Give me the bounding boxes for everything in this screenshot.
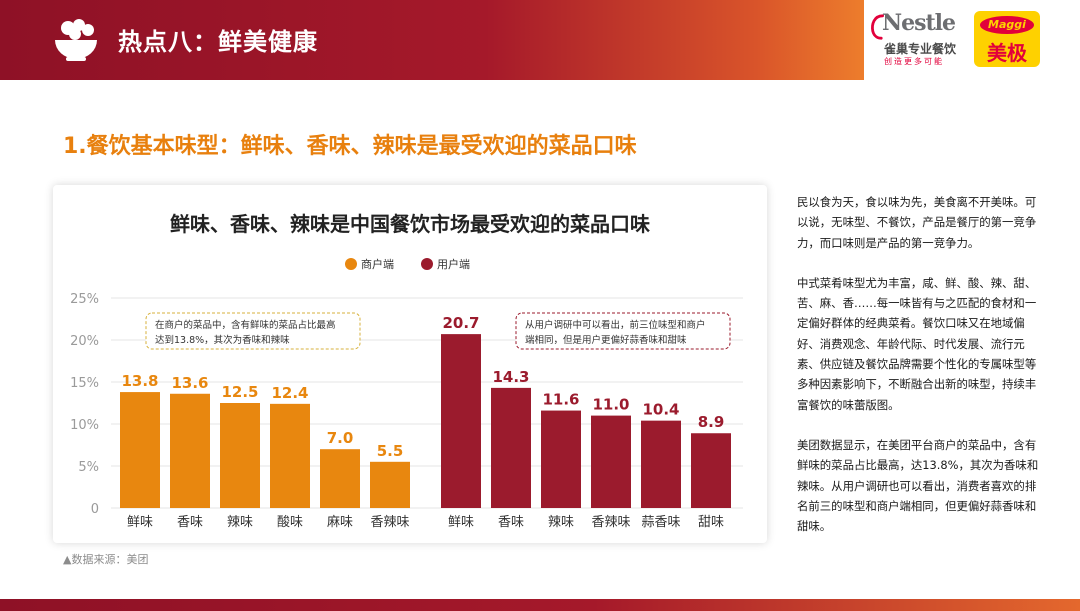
data-source: ▲数据来源：美团 — [63, 553, 149, 566]
maggi-wordmark: Maggi — [980, 16, 1034, 34]
annotation-line: 端相同，但是用户更偏好蒜香味和甜味 — [525, 334, 687, 346]
bar-value-label: 7.0 — [327, 429, 354, 447]
page-title: 热点八：鲜美健康 — [118, 28, 318, 56]
bar-value-label: 14.3 — [492, 368, 529, 386]
annotation-line: 在商户的菜品中，含有鲜味的菜品占比最高 — [155, 319, 336, 331]
chart-legend: 商户端 用户端 — [345, 257, 470, 271]
legend-marker — [421, 258, 433, 270]
bar — [641, 420, 681, 508]
y-tick-label: 15% — [70, 376, 99, 391]
bar — [220, 403, 260, 508]
bar — [320, 449, 360, 508]
bar-value-label: 10.4 — [642, 401, 679, 419]
bar-value-label: 13.8 — [121, 372, 158, 390]
nestle-wordmark: Nestle — [882, 10, 956, 36]
x-tick-label: 蒜香味 — [641, 515, 680, 530]
x-tick-label: 香辣味 — [370, 515, 409, 530]
annotation-box — [145, 312, 361, 350]
x-tick-label: 香味 — [498, 515, 524, 530]
legend-label: 用户端 — [437, 257, 470, 271]
body-paragraph-3: 美团数据显示，在美团平台商户的菜品中，含有鲜味的菜品占比最高，达13.8%，其次… — [797, 437, 1039, 534]
bar-chart: 鲜味、香味、辣味是中国餐饮市场最受欢迎的菜品口味 商户端 用户端 0 5% 10% 15… — [70, 212, 743, 530]
x-tick-label: 鲜味 — [127, 515, 153, 530]
bar-value-label: 11.0 — [592, 396, 629, 414]
body-paragraph-2: 中式菜肴味型尤为丰富，咸、鲜、酸、辣、甜、苦、麻、香……每一味皆有与之匹配的食材… — [797, 275, 1037, 412]
bar — [170, 393, 210, 508]
x-tick-label: 酸味 — [277, 515, 303, 530]
bar — [120, 392, 160, 508]
x-tick-label: 鲜味 — [448, 515, 474, 530]
x-tick-label: 香辣味 — [591, 515, 630, 530]
x-tick-label: 甜味 — [698, 514, 724, 530]
body-paragraph-1: 民以食为天，食以味为先，美食离不开美味。可以说，无味型、不餐饮，产品是餐厅的第一… — [797, 195, 1037, 250]
bar — [441, 334, 481, 508]
legend-marker — [345, 258, 357, 270]
bar-value-label: 13.6 — [171, 374, 208, 392]
bar — [691, 433, 731, 508]
bar — [370, 461, 410, 508]
annotation-box — [515, 312, 731, 350]
nestle-swoosh-icon — [871, 14, 884, 40]
food-bowl-icon — [55, 19, 97, 61]
x-tick-label: 辣味 — [227, 515, 253, 530]
maggi-logo: Maggi 美极 — [974, 11, 1040, 67]
bar — [270, 403, 310, 508]
footer-bar — [0, 599, 1080, 611]
y-tick-label: 25% — [70, 292, 99, 307]
y-tick-label: 5% — [78, 460, 99, 475]
bar — [491, 387, 531, 508]
maggi-cn-name: 美极 — [987, 41, 1027, 65]
bar-value-label: 12.5 — [221, 383, 258, 401]
legend-label: 商户端 — [361, 257, 394, 271]
bar — [591, 415, 631, 508]
section-title: 1.餐饮基本味型：鲜味、香味、辣味是最受欢迎的菜品口味 — [63, 134, 637, 159]
body-text: 民以食为天，食以味为先，美食离不开美味。可以说，无味型、不餐饮，产品是餐厅的第一… — [797, 192, 1042, 556]
annotation-line: 达到13.8%，其次为香味和辣味 — [155, 334, 290, 346]
bar-value-label: 5.5 — [377, 442, 404, 460]
x-tick-label: 辣味 — [548, 515, 574, 530]
y-tick-label: 0 — [91, 502, 99, 517]
bar-value-label: 20.7 — [442, 314, 479, 332]
chart-title: 鲜味、香味、辣味是中国餐饮市场最受欢迎的菜品口味 — [170, 212, 650, 236]
chart-card: 鲜味、香味、辣味是中国餐饮市场最受欢迎的菜品口味 商户端 用户端 0 5% 10% 15… — [53, 185, 767, 543]
bar — [541, 410, 581, 508]
x-tick-label: 香味 — [177, 515, 203, 530]
nestle-cn-name: 雀巢专业餐饮 — [884, 42, 957, 56]
header-banner: 热点八：鲜美健康 Nestle 雀巢专业餐饮 创造更多可能 Maggi 美极 — [0, 0, 1080, 80]
chart-bars: 13.8 鲜味 13.6 香味 12.5 辣味 12.4 酸味 7.0 麻味 5.5 香辣味 20.7 鲜… — [120, 314, 731, 530]
nestle-tagline: 创造更多可能 — [884, 57, 944, 66]
nestle-logo: Nestle 雀巢专业餐饮 创造更多可能 — [870, 10, 960, 70]
bar-value-label: 12.4 — [271, 384, 308, 402]
y-tick-label: 10% — [70, 418, 99, 433]
annotation-line: 从用户调研中可以看出，前三位味型和商户 — [525, 319, 706, 331]
x-tick-label: 麻味 — [327, 515, 353, 530]
bar-value-label: 8.9 — [698, 413, 725, 431]
bar-value-label: 11.6 — [542, 391, 579, 409]
y-tick-label: 20% — [70, 334, 99, 349]
